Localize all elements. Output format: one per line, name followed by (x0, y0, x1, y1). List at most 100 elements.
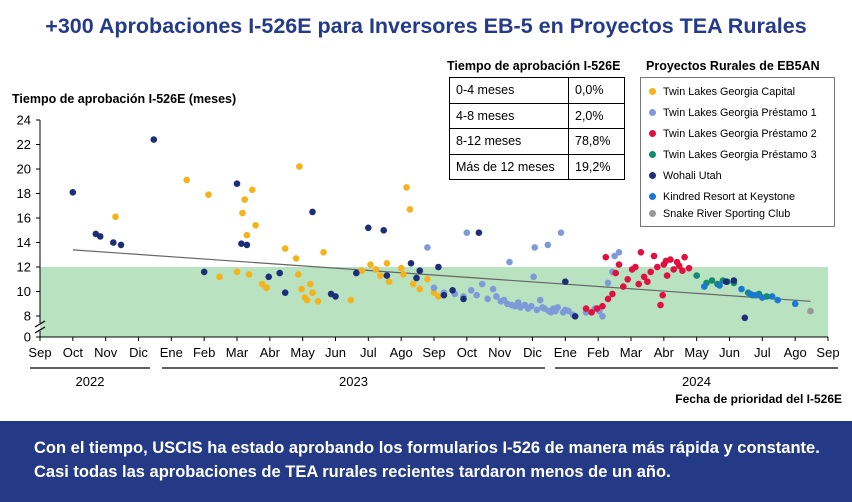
axis-break-mark (34, 326, 46, 334)
data-point (637, 249, 645, 256)
data-point (440, 291, 448, 299)
data-point (383, 272, 391, 279)
data-point (397, 264, 405, 272)
data-point (435, 293, 442, 300)
data-point (557, 229, 565, 236)
x-tick-label: Mar (620, 345, 643, 360)
data-point (110, 239, 117, 246)
data-point (117, 241, 125, 249)
data-point (759, 294, 766, 301)
data-point (263, 284, 270, 292)
legend-item: Twin Lakes Georgia Préstamo 1 (649, 107, 817, 119)
x-tick-label: Ago (784, 345, 807, 360)
data-point (615, 261, 623, 268)
y-tick-label: 22 (17, 137, 31, 152)
data-point (243, 231, 251, 239)
data-point (241, 196, 248, 203)
data-point (380, 227, 388, 234)
data-point (640, 273, 648, 281)
data-point (245, 271, 253, 278)
data-point (424, 244, 431, 251)
data-point (620, 283, 627, 290)
x-tick-label: Jul (360, 345, 377, 360)
table-cell-label: 0-4 meses (449, 77, 569, 104)
data-point (489, 285, 497, 293)
data-point (435, 263, 442, 271)
y-tick-label: 14 (17, 235, 31, 250)
legend-label: Snake River Sporting Club (663, 208, 791, 220)
data-point (347, 296, 355, 304)
summary-text: Con el tiempo, USCIS ha estado aprobando… (34, 439, 820, 481)
data-point (644, 278, 651, 286)
data-point (243, 241, 251, 249)
x-tick-label: Nov (94, 345, 118, 360)
table-title: Tiempo de aprobación I-526E (447, 59, 621, 73)
data-point (309, 289, 316, 297)
x-tick-label: Mar (226, 345, 249, 360)
y-tick-label: 12 (17, 260, 31, 275)
data-point (624, 276, 631, 283)
data-point (314, 298, 322, 305)
x-tick-label: Jun (719, 345, 740, 360)
data-point (298, 285, 305, 293)
table-cell-value: 19,2% (568, 153, 625, 180)
y-tick-label: 20 (17, 162, 31, 177)
chart-title: +300 Aprobaciones I-526E para Inversores… (45, 14, 807, 38)
data-point (475, 229, 483, 236)
data-point (791, 300, 799, 308)
legend-marker (649, 171, 656, 179)
x-axis-label: Fecha de prioridad del I-526E (675, 392, 842, 406)
legend-marker (649, 150, 656, 158)
x-tick-label: Sep (28, 345, 51, 360)
data-point (685, 264, 693, 272)
legend-title: Proyectos Rurales de EB5AN (646, 59, 820, 73)
data-point (663, 272, 671, 279)
data-point (657, 301, 664, 309)
data-point (205, 191, 212, 198)
table-row: 8-12 meses 78,8% (449, 128, 625, 155)
data-point (554, 304, 561, 311)
data-point (531, 244, 538, 251)
data-point (276, 269, 284, 277)
data-point (701, 283, 708, 290)
data-point (309, 208, 316, 216)
data-point (562, 278, 569, 286)
data-point (679, 267, 686, 275)
data-point (774, 296, 781, 304)
x-tick-label: Dic (523, 345, 542, 360)
legend-label: Twin Lakes Georgia Préstamo 3 (663, 149, 817, 161)
data-point (258, 280, 266, 288)
data-point (650, 252, 658, 260)
data-point (365, 224, 372, 232)
data-point (320, 249, 327, 256)
legend-marker (649, 209, 656, 217)
x-tick-label: Ago (390, 345, 413, 360)
data-point (722, 278, 730, 286)
data-point (530, 273, 537, 281)
data-point (747, 290, 754, 298)
table-cell-value: 2,0% (568, 102, 625, 129)
legend-marker (649, 129, 656, 137)
data-point (675, 262, 683, 270)
x-tick-label: May (290, 345, 315, 360)
data-point (528, 302, 535, 310)
data-point (353, 269, 360, 277)
data-point (611, 252, 618, 260)
data-point (681, 253, 688, 261)
table-cell-value: 0,0% (568, 77, 625, 104)
data-point (430, 289, 438, 297)
data-point (730, 277, 738, 284)
x-tick-label: Sep (422, 345, 445, 360)
data-point (662, 257, 670, 265)
data-point (307, 280, 314, 288)
trend-line (72, 249, 811, 302)
x-tick-label: Feb (193, 345, 215, 360)
legend-item: Wohali Utah (649, 170, 722, 182)
data-point (406, 206, 414, 213)
legend: Twin Lakes Georgia Capital Twin Lakes Ge… (640, 77, 835, 227)
data-point (292, 255, 300, 262)
table-row: Más de 12 meses 19,2% (449, 153, 625, 180)
data-point (424, 276, 431, 283)
data-point (233, 180, 241, 187)
scatter-chart: Tiempo de aprobación I-526E (meses) 0 8 10 1… (12, 92, 842, 406)
